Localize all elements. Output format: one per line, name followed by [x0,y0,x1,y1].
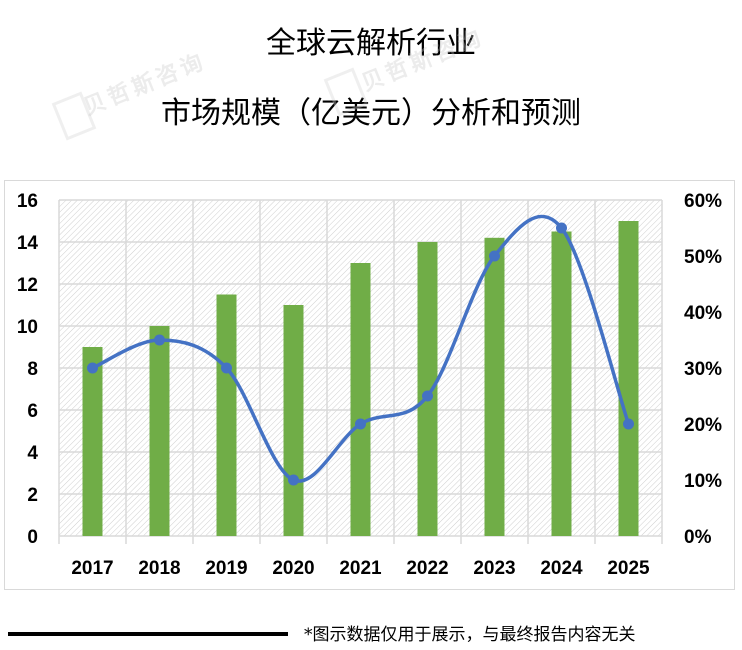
bar-2017 [82,347,103,536]
svg-text:10%: 10% [684,471,722,492]
bar-2024 [551,231,572,536]
bar-series [82,221,639,537]
svg-text:12: 12 [17,275,38,296]
svg-text:2019: 2019 [205,558,247,579]
svg-text:2020: 2020 [272,558,314,579]
line-marker-2024 [556,222,567,234]
chart-title-line1: 全球云解析行业 [266,26,476,61]
svg-text:2018: 2018 [138,558,180,579]
bar-2019 [216,294,237,536]
line-marker-2017 [87,362,98,374]
right-axis-labels: 0% 10% 20% 30% 40% 50% 60% [684,191,722,548]
svg-text:6: 6 [27,401,38,422]
svg-text:2021: 2021 [339,558,382,579]
svg-text:8: 8 [27,359,38,380]
line-marker-2019 [221,362,232,374]
chart-title-line2: 市场规模（亿美元）分析和预测 [161,96,581,131]
line-marker-2021 [355,418,366,430]
line-marker-2023 [489,250,500,262]
svg-text:0%: 0% [684,527,712,548]
svg-text:2: 2 [27,485,38,506]
svg-text:2023: 2023 [473,558,515,579]
svg-text:2024: 2024 [540,558,583,579]
bar-2025 [618,221,639,536]
bar-2020 [283,305,304,536]
svg-text:60%: 60% [684,191,722,212]
line-marker-2018 [154,334,165,346]
bar-2021 [350,263,371,536]
svg-text:2022: 2022 [406,558,448,579]
bar-2022 [417,242,438,536]
chart-frame [4,180,735,590]
svg-text:14: 14 [17,233,39,254]
svg-text:20%: 20% [684,415,722,436]
bar-2018 [149,326,170,536]
line-marker-2022 [422,390,433,402]
footer-divider [8,632,288,636]
svg-text:16: 16 [17,191,38,212]
svg-text:0: 0 [27,527,38,548]
svg-text:10: 10 [17,317,38,338]
bar-2023 [484,237,505,537]
line-marker-2025 [623,418,634,430]
left-axis-labels: 0 2 4 6 8 10 12 14 16 [17,191,39,548]
svg-text:30%: 30% [684,359,722,380]
svg-text:2017: 2017 [71,558,113,579]
svg-text:2025: 2025 [607,558,650,579]
svg-text:40%: 40% [684,303,722,324]
line-marker-2020 [288,474,299,486]
svg-text:50%: 50% [684,247,722,268]
x-axis-labels: 2017 2018 2019 2020 2021 2022 2023 2024 2025 [71,558,650,579]
footnote: *图示数据仅用于展示，与最终报告内容无关 [304,625,636,645]
svg-text:4: 4 [27,443,38,464]
line-series [87,214,634,486]
